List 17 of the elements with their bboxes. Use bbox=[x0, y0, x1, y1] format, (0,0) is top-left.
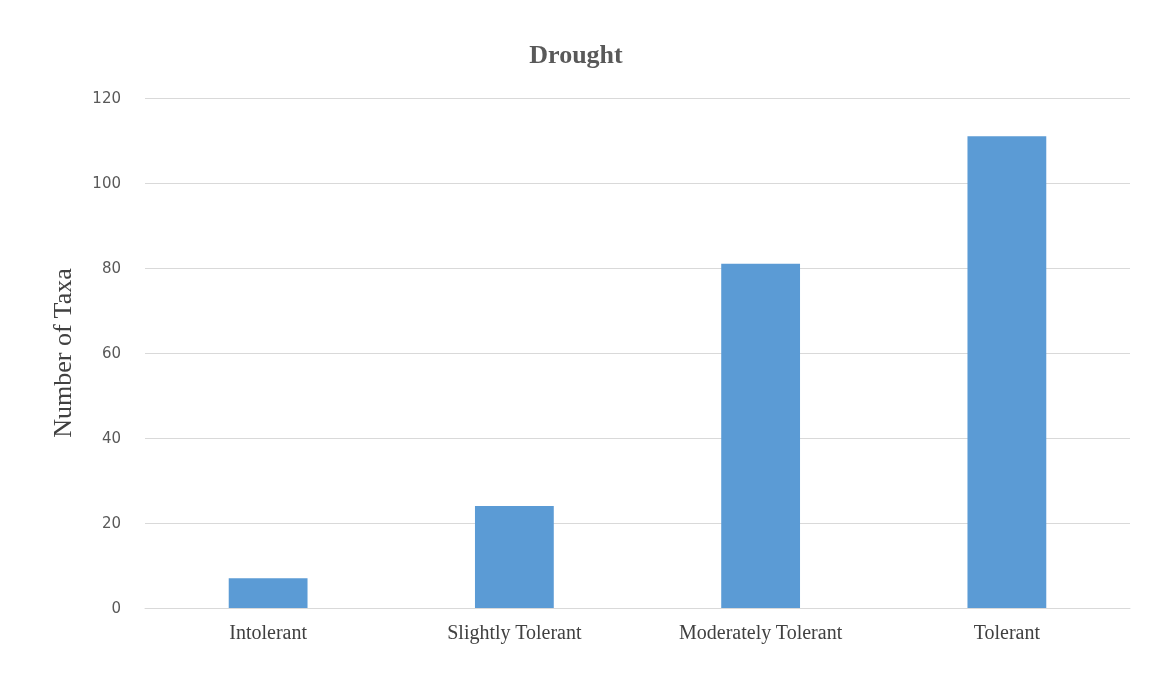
y-tick-label: 120 bbox=[92, 89, 121, 107]
bar bbox=[474, 506, 554, 608]
y-tick-label: 20 bbox=[101, 514, 121, 532]
x-tick-label: Slightly Tolerant bbox=[447, 621, 582, 644]
bar bbox=[228, 578, 308, 608]
chart-title: Drought bbox=[529, 39, 624, 69]
bar bbox=[721, 263, 801, 608]
x-tick-label: Intolerant bbox=[229, 621, 308, 643]
x-tick-label: Moderately Tolerant bbox=[679, 621, 843, 644]
y-axis-title: Number of Taxa bbox=[47, 267, 77, 438]
y-tick-label: 80 bbox=[101, 259, 121, 277]
bar bbox=[967, 136, 1047, 608]
y-tick-label: 100 bbox=[92, 174, 121, 192]
y-tick-label: 60 bbox=[101, 344, 121, 362]
x-tick-label: Tolerant bbox=[973, 621, 1041, 643]
y-tick-label: 40 bbox=[101, 429, 121, 447]
y-tick-label: 0 bbox=[111, 599, 121, 617]
